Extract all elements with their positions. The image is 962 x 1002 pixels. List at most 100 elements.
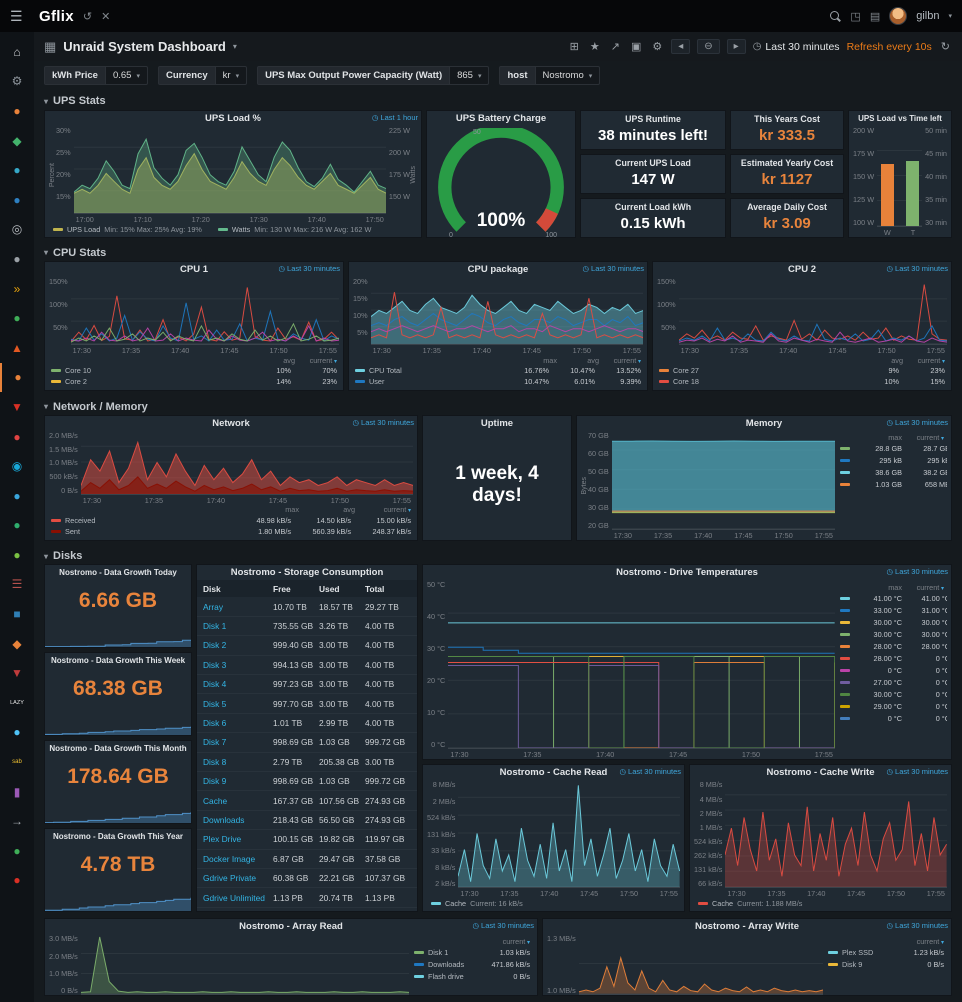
disk-link[interactable]: Disk 1	[203, 621, 227, 632]
sidebar-app-icon[interactable]: ▲	[0, 333, 34, 363]
display-icon[interactable]: ▤	[869, 10, 881, 23]
panel-title[interactable]: Nostromo - Data Growth This Month	[49, 744, 187, 754]
legend-column-header[interactable]: avg	[891, 355, 903, 365]
sidebar-app-icon[interactable]: ◆	[0, 126, 34, 156]
panel-time-range[interactable]: ◷ Last 30 minutes	[886, 767, 949, 777]
cpu2-chart[interactable]	[678, 277, 947, 346]
series-label[interactable]: Sent	[65, 526, 81, 536]
disk-link[interactable]: Cache	[203, 795, 228, 806]
search-icon[interactable]	[830, 10, 841, 22]
column-header[interactable]: Free	[273, 583, 291, 594]
cycle-view-icon[interactable]: ↺	[82, 10, 93, 23]
legend-column-header[interactable]: max	[285, 505, 299, 515]
panel-title[interactable]: This Years Cost	[754, 113, 820, 124]
disk-link[interactable]: Disk 3	[203, 659, 227, 670]
sidebar-app-icon[interactable]: ●	[0, 244, 34, 274]
sidebar-app-icon[interactable]: →	[0, 806, 34, 836]
refresh-interval[interactable]: Refresh every 10s	[846, 40, 932, 53]
disk-link[interactable]: Disk 8	[203, 756, 227, 767]
series-label[interactable]: Core 2	[65, 377, 87, 387]
ups-load-chart[interactable]	[73, 125, 386, 214]
column-header[interactable]: Used	[319, 583, 340, 594]
sidebar-app-icon[interactable]: ●	[0, 303, 34, 333]
column-header[interactable]: Total	[365, 583, 385, 594]
legend-column-header[interactable]: max	[543, 355, 557, 365]
column-header[interactable]: Disk	[203, 583, 221, 594]
series-label[interactable]: Downloads	[428, 959, 465, 969]
panel-title[interactable]: Nostromo - Drive Temperatures	[616, 567, 758, 579]
time-back-icon[interactable]: ◂	[671, 39, 691, 55]
sidebar-app-icon[interactable]: ●	[0, 540, 34, 570]
save-icon[interactable]: ▣	[630, 41, 642, 54]
series-label[interactable]: Core 10	[65, 366, 91, 376]
legend-item[interactable]: Cache Current: 1.188 MB/s	[698, 899, 802, 908]
cache-write-chart[interactable]	[725, 780, 947, 889]
legend-column-header[interactable]: current	[295, 356, 337, 365]
dashboard-title[interactable]: Unraid System Dashboard	[63, 39, 226, 55]
array-read-chart[interactable]	[80, 934, 409, 996]
panel-title[interactable]: Nostromo - Cache Write	[766, 767, 875, 779]
series-label[interactable]: CPU Total	[369, 366, 402, 376]
panel-time-range[interactable]: ◷ Last 30 minutes	[886, 567, 949, 577]
time-forward-icon[interactable]: ▸	[726, 39, 746, 55]
sidebar-app-icon[interactable]: ●	[0, 185, 34, 215]
share-icon[interactable]: ↗	[610, 41, 620, 54]
disk-link[interactable]: Disk 2	[203, 640, 227, 651]
legend-column-header[interactable]: current	[902, 583, 944, 592]
sidebar-app-icon[interactable]: ▮	[0, 777, 34, 807]
close-icon[interactable]: ✕	[101, 10, 111, 23]
series-label[interactable]: Flash drive	[428, 971, 464, 981]
sidebar-app-icon[interactable]: ▼	[0, 658, 34, 688]
sidebar-app-icon[interactable]: ●	[0, 718, 34, 748]
series-label[interactable]: Plex SSD	[842, 947, 874, 957]
series-label[interactable]: Disk 9	[842, 959, 863, 969]
sidebar-app-icon[interactable]: ◆	[0, 629, 34, 659]
legend-column-header[interactable]: current	[902, 433, 944, 442]
cpu-package-chart[interactable]	[370, 277, 643, 346]
sidebar-app-icon[interactable]: ◎	[0, 215, 34, 245]
series-label[interactable]: Core 27	[673, 366, 699, 376]
sidebar-app-icon[interactable]: ☰	[0, 570, 34, 600]
sidebar-app-icon[interactable]: ◉	[0, 451, 34, 481]
panel-title[interactable]: Network	[212, 417, 250, 429]
memory-chart[interactable]	[611, 430, 835, 530]
sidebar-app-icon[interactable]: ●	[0, 96, 34, 126]
sidebar-app-icon[interactable]: ●	[0, 422, 34, 452]
cache-read-chart[interactable]	[458, 780, 680, 889]
disk-link[interactable]: Docker Image	[203, 853, 256, 864]
panel-title[interactable]: Estimated Yearly Cost	[740, 157, 834, 168]
panel-title[interactable]: Nostromo - Array Read	[239, 921, 343, 933]
legend-column-header[interactable]: current	[355, 505, 411, 514]
sidebar-app-icon[interactable]: ⌂	[0, 37, 34, 67]
variable-value-dropdown[interactable]: Nostromo ▾	[534, 66, 601, 86]
panel-title[interactable]: UPS Runtime	[625, 113, 681, 124]
panel-title[interactable]: Memory	[745, 417, 783, 429]
time-range-picker[interactable]: ◷ Last 30 minutes	[753, 41, 840, 53]
sidebar-app-icon[interactable]: ■	[0, 599, 34, 629]
username[interactable]: gilbn	[916, 10, 940, 22]
legend-column-header[interactable]: avg	[587, 355, 599, 365]
avatar[interactable]	[889, 7, 908, 25]
panel-time-range[interactable]: ◷ Last 30 minutes	[619, 767, 682, 777]
battery-gauge[interactable]: 0 50 100 100%	[427, 126, 575, 248]
disk-link[interactable]: Disk 7	[203, 737, 227, 748]
legend-column-header[interactable]: max	[888, 582, 902, 592]
section-network-memory[interactable]: ▾ Network / Memory	[34, 397, 962, 415]
legend-column-header[interactable]: avg	[283, 355, 295, 365]
section-disks[interactable]: ▾ Disks	[34, 547, 962, 565]
legend-column-header[interactable]: avg	[343, 505, 355, 515]
panel-time-range[interactable]: ◷ Last 30 minutes	[278, 264, 341, 274]
panel-time-range[interactable]: ◷ Last 30 minutes	[886, 417, 949, 427]
panel-time-range[interactable]: ◷ Last 1 hour	[371, 112, 418, 122]
panel-time-range[interactable]: ◷ Last 30 minutes	[886, 921, 949, 931]
disk-link[interactable]: Downloads	[203, 814, 245, 825]
panel-title[interactable]: CPU 2	[788, 264, 816, 276]
star-icon[interactable]: ★	[589, 41, 600, 54]
legend-column-header[interactable]: current	[902, 937, 944, 946]
disk-link[interactable]: Gdrive Private	[203, 873, 257, 884]
panel-title[interactable]: Nostromo - Data Growth Today	[59, 568, 177, 578]
disk-link[interactable]: Disk 5	[203, 698, 227, 709]
panel-time-range[interactable]: ◷ Last 30 minutes	[582, 264, 645, 274]
apps-grid-icon[interactable]: ▦	[44, 38, 57, 54]
legend-item[interactable]: Cache Current: 16 kB/s	[431, 899, 523, 908]
